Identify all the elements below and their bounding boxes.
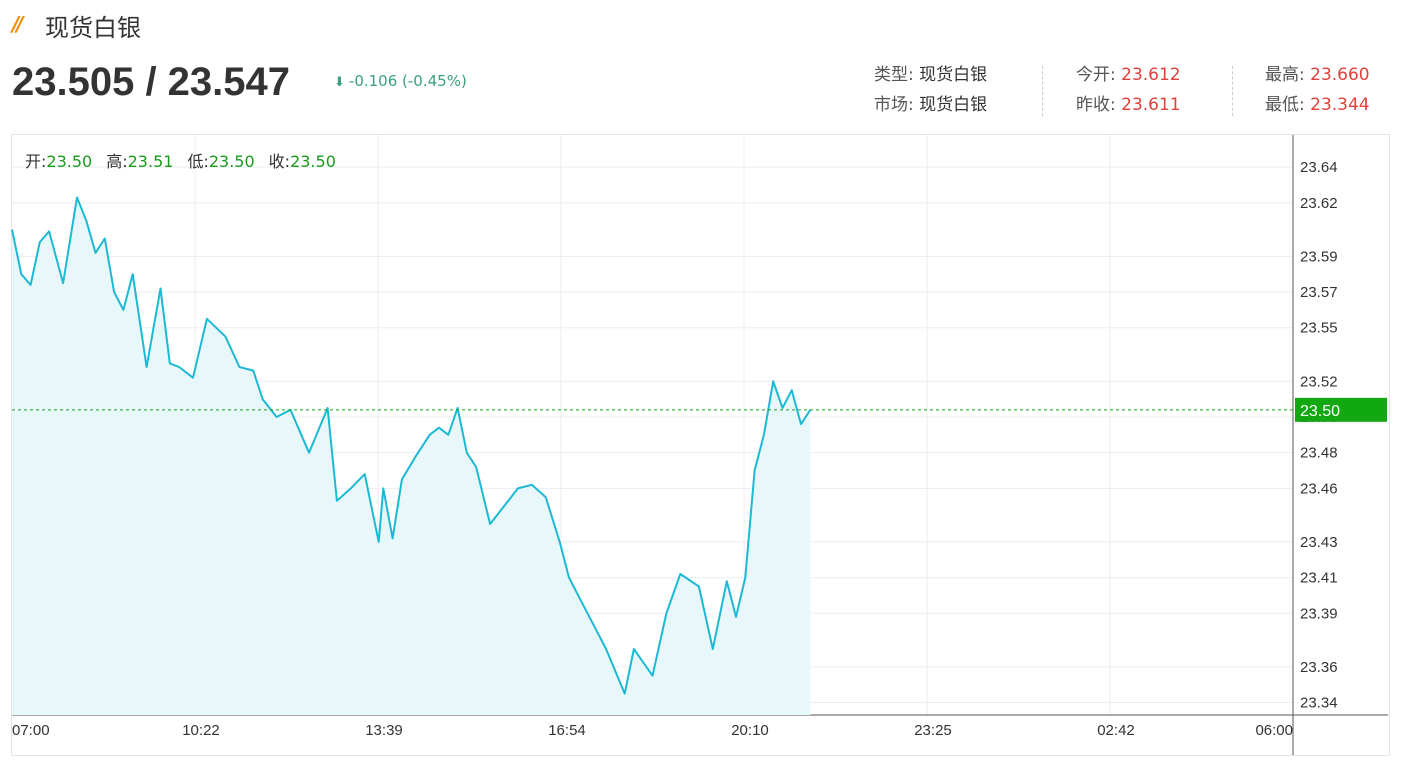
y-tick-label: 23.36: [1300, 659, 1338, 676]
brand-logo-mark: //: [12, 12, 23, 36]
prev-close-value: 23.611: [1121, 95, 1181, 115]
ohlc-open-value: 23.50: [46, 152, 93, 171]
price-series-line: [11, 196, 812, 695]
bid-ask-price: 23.505 / 23.547: [12, 60, 291, 104]
x-tick-label: 13:39: [365, 722, 403, 739]
y-tick-label: 23.55: [1300, 320, 1338, 337]
ohlc-close-value: 23.50: [290, 152, 336, 171]
market-value: 现货白银: [919, 95, 988, 115]
y-tick-label: 23.57: [1300, 284, 1338, 301]
info-column-type: 类型: 现货白银 市场: 现货白银: [874, 60, 987, 120]
x-tick-label: 10:22: [182, 722, 220, 739]
last-price-tag: [1295, 397, 1387, 422]
x-tick-label: 07:00: [12, 722, 50, 739]
y-tick-label: 23.62: [1300, 195, 1338, 212]
high-value: 23.660: [1310, 65, 1370, 85]
info-column-high: 最高: 23.660 最低: 23.344: [1265, 60, 1370, 120]
low-label: 最低:: [1265, 95, 1305, 115]
page-title: 现货白银: [45, 14, 141, 42]
down-arrow-icon: ⬇: [334, 75, 345, 90]
y-tick-label: 23.34: [1300, 695, 1338, 712]
y-tick-label: 23.64: [1300, 159, 1338, 176]
ohlc-open-label: 开:: [25, 152, 47, 171]
info-divider: [1042, 66, 1044, 116]
prev-close-label: 昨收:: [1076, 95, 1116, 115]
x-tick-label: 16:54: [548, 722, 586, 739]
y-tick-label: 23.43: [1300, 534, 1338, 551]
info-column-open: 今开: 23.612 昨收: 23.611: [1076, 60, 1181, 120]
x-tick-label: 06:00: [1255, 722, 1293, 739]
y-tick-label: 23.39: [1300, 605, 1338, 622]
y-tick-label: 23.48: [1300, 445, 1338, 462]
price-area-fill: [12, 197, 811, 715]
info-divider: [1232, 66, 1234, 116]
y-tick-label: 23.59: [1300, 248, 1338, 265]
x-tick-label: 23:25: [914, 722, 952, 739]
x-tick-label: 20:10: [731, 722, 769, 739]
ohlc-readout: 开:23.50 高:23.51 低:23.50 收:23.50: [25, 148, 350, 172]
ohlc-high-value: 23.51: [127, 152, 174, 171]
market-label: 市场:: [874, 95, 914, 115]
price-change-value: -0.106 (-0.45%): [348, 72, 467, 90]
y-tick-label: 23.52: [1300, 373, 1338, 390]
ohlc-high-label: 高:: [106, 152, 128, 171]
open-value: 23.612: [1121, 65, 1181, 85]
ohlc-low-value: 23.50: [208, 152, 255, 171]
y-tick-label: 23.46: [1300, 480, 1338, 497]
low-value: 23.344: [1310, 95, 1370, 115]
ohlc-low-label: 低:: [187, 152, 209, 171]
price-change: ⬇ -0.106 (-0.45%): [334, 72, 467, 90]
high-label: 最高:: [1265, 65, 1305, 85]
ohlc-close-label: 收:: [268, 152, 291, 171]
type-label: 类型:: [874, 65, 914, 85]
open-label: 今开:: [1076, 65, 1116, 85]
type-value: 现货白银: [919, 65, 988, 85]
chart-frame[interactable]: [11, 134, 1390, 756]
last-price-tag-label: 23.50: [1300, 403, 1340, 420]
x-tick-label: 02:42: [1097, 722, 1135, 739]
y-tick-label: 23.41: [1300, 570, 1338, 587]
